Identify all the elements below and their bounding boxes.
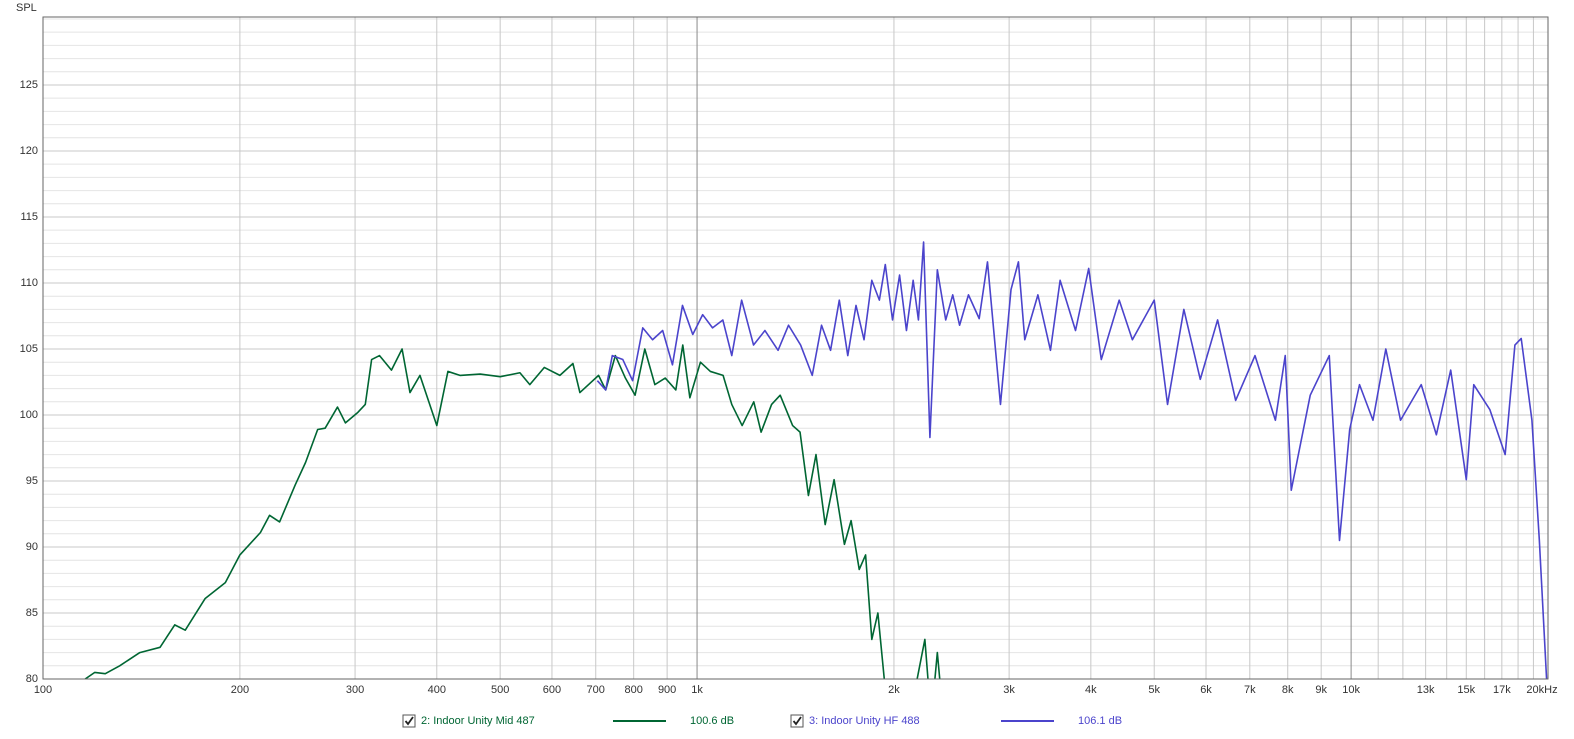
x-tick-label: 5k [1148,684,1160,696]
checkbox-box [402,714,416,728]
x-tick-label: 1k [691,684,703,696]
x-tick-label: 10k [1342,684,1360,696]
legend-label: 3: Indoor Unity HF 488 [809,715,920,727]
plot-frame [42,16,1549,680]
y-tick-label: 110 [20,277,38,289]
x-tick-label: 3k [1003,684,1015,696]
checkbox-check [792,716,802,726]
x-tick-label: 600 [543,684,561,696]
grid [42,17,1549,680]
legend: 2: Indoor Unity Mid 487 100.6 dB 3: Indoor… [402,714,1122,728]
x-tick-label: 900 [658,684,676,696]
x-tick-label: 15k [1457,684,1475,696]
y-tick-label: 100 [20,409,38,421]
x-tick-label: 800 [624,684,642,696]
x-tick-label: 300 [346,684,364,696]
y-tick-label: 85 [26,607,38,619]
legend-label: 2: Indoor Unity Mid 487 [421,715,535,727]
x-tick-label: 9k [1315,684,1327,696]
x-tick-label: 7k [1244,684,1256,696]
y-tick-label: 105 [20,343,38,355]
plot-lines [84,241,1548,679]
series-line [596,241,1548,679]
y-tick-label: 115 [20,211,38,223]
x-tick-label: 8k [1282,684,1294,696]
y-tick-label: 125 [20,79,38,91]
x-tick-label: 4k [1085,684,1097,696]
x-tick-label: 400 [428,684,446,696]
x-tick-label: 6k [1200,684,1212,696]
y-tick-label: 80 [26,673,38,685]
x-tick-label: 20kHz [1526,684,1557,696]
legend-value: 106.1 dB [1078,715,1122,727]
y-tick-label: 90 [26,541,38,553]
x-tick-label: 17k [1493,684,1511,696]
axis-labels: 80 85 90 95 100 105 110 115 120 125 100 200 300 400 50… [20,79,1558,696]
checkbox-check [404,716,414,726]
x-tick-label: 500 [491,684,509,696]
x-tick-label: 13k [1417,684,1435,696]
x-tick-label: 100 [34,684,52,696]
y-axis-label: SPL [16,2,37,14]
series-line [84,344,941,679]
checkbox-box [790,714,804,728]
x-tick-label: 200 [231,684,249,696]
legend-checkbox[interactable] [402,714,416,728]
x-tick-label: 2k [888,684,900,696]
legend-value: 100.6 dB [690,715,734,727]
legend-checkbox[interactable] [790,714,804,728]
x-tick-label: 700 [587,684,605,696]
y-tick-label: 95 [26,475,38,487]
y-tick-label: 120 [20,145,38,157]
